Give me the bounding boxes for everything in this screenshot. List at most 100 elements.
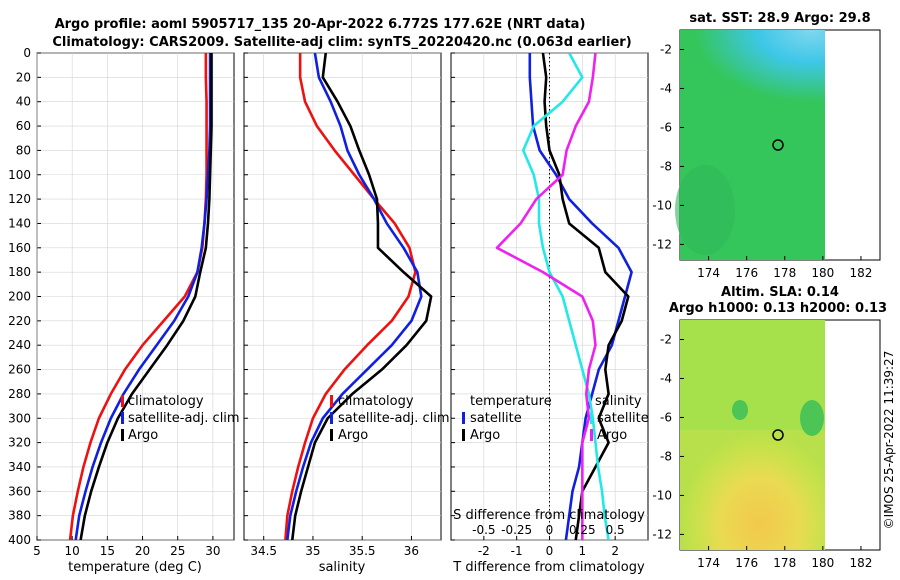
map-xtick-label: 174 <box>697 266 720 280</box>
legend-swatch-t-argo <box>462 429 465 441</box>
legend-swatch-satellite <box>121 412 124 424</box>
legend-satellite-adj-2: satellite-adj. clim <box>338 411 450 426</box>
depth-tick-label: 80 <box>16 143 31 157</box>
salinity-xtick-label: 35.5 <box>349 544 376 558</box>
difference-panel: -2 -1 0 1 2 S difference from climatology -0… <box>450 52 649 575</box>
timestamp-watermark: ©IMOS 25-Apr-2022 11:39:27 <box>882 351 896 530</box>
temperature-series-argo <box>79 53 213 540</box>
difference-legend: temperature salinity satellite Argo sate… <box>462 394 649 443</box>
difference-series-temperature-argo <box>541 53 630 540</box>
sla-argo-marker <box>772 429 784 441</box>
s-difference-tick-label: 0.5 <box>606 523 625 537</box>
sla-map-title: Altim. SLA: 0.14 <box>721 285 839 300</box>
temperature-xtick-label: 25 <box>170 544 185 558</box>
legend-t-satellite: satellite <box>470 411 522 426</box>
legend-temperature-heading: temperature <box>470 394 552 409</box>
legend-s-satellite: satellite <box>597 411 649 426</box>
depth-tick-label: 300 <box>8 411 31 425</box>
map-xtick-label: 180 <box>811 266 834 280</box>
sla-map: Altim. SLA: 0.14 Argo h1000: 0.13 h2000:… <box>652 285 887 570</box>
map-ytick-label: -12 <box>652 527 672 541</box>
salinity-xtick-label: 34.5 <box>250 544 277 558</box>
temperature-xtick-label: 20 <box>135 544 150 558</box>
map-ytick-label: -4 <box>660 81 672 95</box>
legend-argo-2: Argo <box>338 428 368 443</box>
salinity-x-ticks: 34.5 35 35.5 36 <box>250 536 419 558</box>
depth-tick-label: 160 <box>8 241 31 255</box>
depth-tick-label: 20 <box>16 70 31 84</box>
temperature-x-ticks: 5 10 15 20 25 30 <box>33 536 221 558</box>
sla-y-ticks: -2 -4 -6 -8 -10 -12 <box>652 332 684 541</box>
map-xtick-label: 176 <box>735 556 758 570</box>
depth-tick-labels: 0 20 40 60 80 100 120 140 160 180 200 220 240 260 280 3… <box>8 46 31 547</box>
sst-cool-patch <box>680 30 825 120</box>
temperature-series-climatology <box>68 53 208 540</box>
map-xtick-label: 174 <box>697 556 720 570</box>
sst-map-title: sat. SST: 28.9 Argo: 29.8 <box>689 11 870 26</box>
difference-series <box>495 53 633 540</box>
salinity-grid <box>244 52 441 541</box>
depth-tick-label: 60 <box>16 119 31 133</box>
legend-swatch-s-argo <box>590 429 593 441</box>
temperature-xtick-label: 30 <box>205 544 220 558</box>
temperature-xtick-label: 5 <box>33 544 41 558</box>
temperature-xlabel: temperature (deg C) <box>68 560 202 575</box>
sst-map: sat. SST: 28.9 Argo: 29.8 -2 -4 -6 -8 -10 -12… <box>652 11 881 280</box>
salinity-series <box>284 53 433 540</box>
map-xtick-label: 180 <box>811 556 834 570</box>
map-xtick-label: 178 <box>773 556 796 570</box>
sla-yellow-patch <box>680 380 825 550</box>
title-line-1: Argo profile: aoml 5905717_135 20-Apr-20… <box>55 17 586 32</box>
sla-x-ticks: 174 176 178 180 182 <box>697 546 872 570</box>
depth-tick-label: 320 <box>8 436 31 450</box>
depth-tick-label: 360 <box>8 484 31 498</box>
sst-shade-patch <box>675 165 735 255</box>
depth-tick-label: 380 <box>8 509 31 523</box>
depth-tick-label: 240 <box>8 338 31 352</box>
map-ytick-label: -12 <box>652 237 672 251</box>
legend-t-argo: Argo <box>470 428 500 443</box>
map-xtick-label: 178 <box>773 266 796 280</box>
temperature-series <box>68 53 213 540</box>
difference-xtick-label: -1 <box>511 544 523 558</box>
depth-tick-label: 260 <box>8 363 31 377</box>
legend-argo: Argo <box>128 428 158 443</box>
legend-swatch-argo <box>121 429 124 441</box>
legend-swatch-s-satellite <box>590 412 593 424</box>
temperature-series-satellite-adj-clim <box>74 53 212 540</box>
depth-tick-label: 100 <box>8 168 31 182</box>
salinity-series-satellite-adj-clim <box>286 53 423 540</box>
depth-tick-label: 220 <box>8 314 31 328</box>
sst-y-ticks: -2 -4 -6 -8 -10 -12 <box>652 42 684 251</box>
map-ytick-label: -8 <box>660 449 672 463</box>
depth-tick-label: 120 <box>8 192 31 206</box>
s-difference-ticks: -0.5 -0.25 0 0.25 0.5 <box>472 523 625 537</box>
difference-xtick-label: 2 <box>611 544 619 558</box>
salinity-xtick-label: 36 <box>404 544 419 558</box>
map-ytick-label: -4 <box>660 371 672 385</box>
map-ytick-label: -6 <box>660 120 672 134</box>
s-difference-tick-label: 0.25 <box>569 523 596 537</box>
t-difference-xlabel: T difference from climatology <box>452 560 645 575</box>
depth-tick-label: 400 <box>8 533 31 547</box>
map-ytick-label: -2 <box>660 332 672 346</box>
temperature-panel: 0 20 40 60 80 100 120 140 160 180 200 220 240 260 280 3… <box>8 46 240 575</box>
title-line-2: Climatology: CARS2009. Satellite-adj cli… <box>52 35 631 50</box>
depth-tick-label: 180 <box>8 265 31 279</box>
legend-swatch-satellite-2 <box>330 412 333 424</box>
legend-s-argo: Argo <box>597 428 627 443</box>
sla-low-1 <box>732 400 748 420</box>
depth-tick-label: 0 <box>23 46 31 60</box>
difference-series-temperature-satellite <box>528 53 633 540</box>
salinity-series-climatology <box>284 53 417 540</box>
depth-tick-label: 280 <box>8 387 31 401</box>
legend-climatology: climatology <box>128 394 204 409</box>
sla-map-subtitle: Argo h1000: 0.13 h2000: 0.13 <box>669 301 887 316</box>
map-xtick-label: 182 <box>849 266 872 280</box>
legend-satellite-adj: satellite-adj. clim <box>128 411 240 426</box>
depth-tick-label: 200 <box>8 290 31 304</box>
depth-tick-label: 340 <box>8 460 31 474</box>
difference-series-salinity-satellite <box>521 53 610 540</box>
difference-xtick-label: 1 <box>579 544 587 558</box>
